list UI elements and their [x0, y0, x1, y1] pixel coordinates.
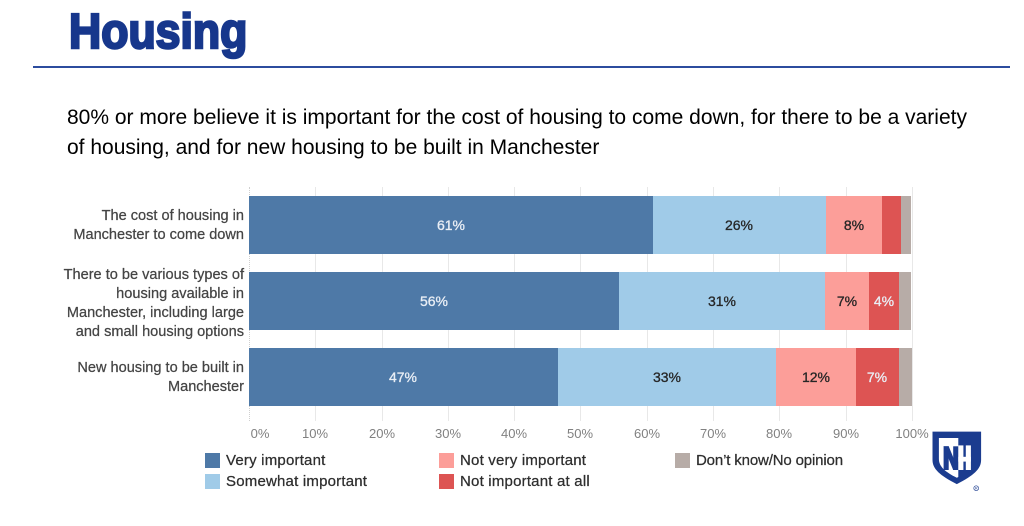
svg-text:R: R	[975, 487, 978, 491]
